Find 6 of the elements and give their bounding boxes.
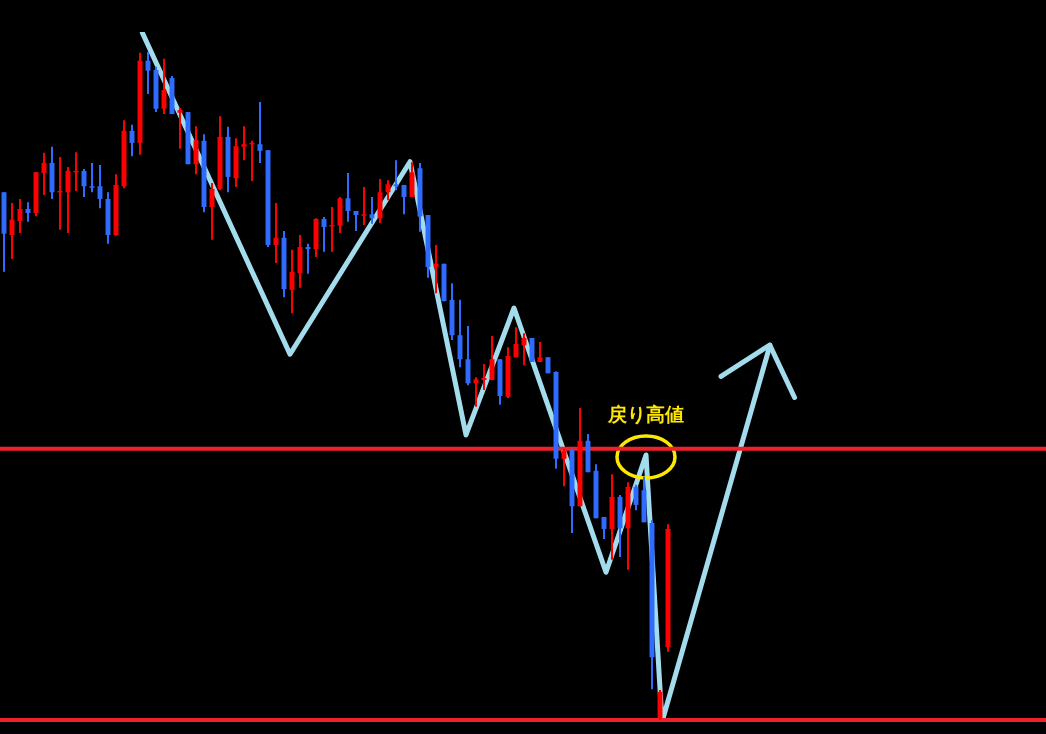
candlestick — [89, 161, 95, 194]
candlestick — [361, 185, 367, 227]
candlestick — [177, 107, 183, 150]
candlestick — [241, 125, 247, 162]
candlestick — [329, 205, 335, 253]
annotation: 戻り高値 — [607, 402, 684, 425]
